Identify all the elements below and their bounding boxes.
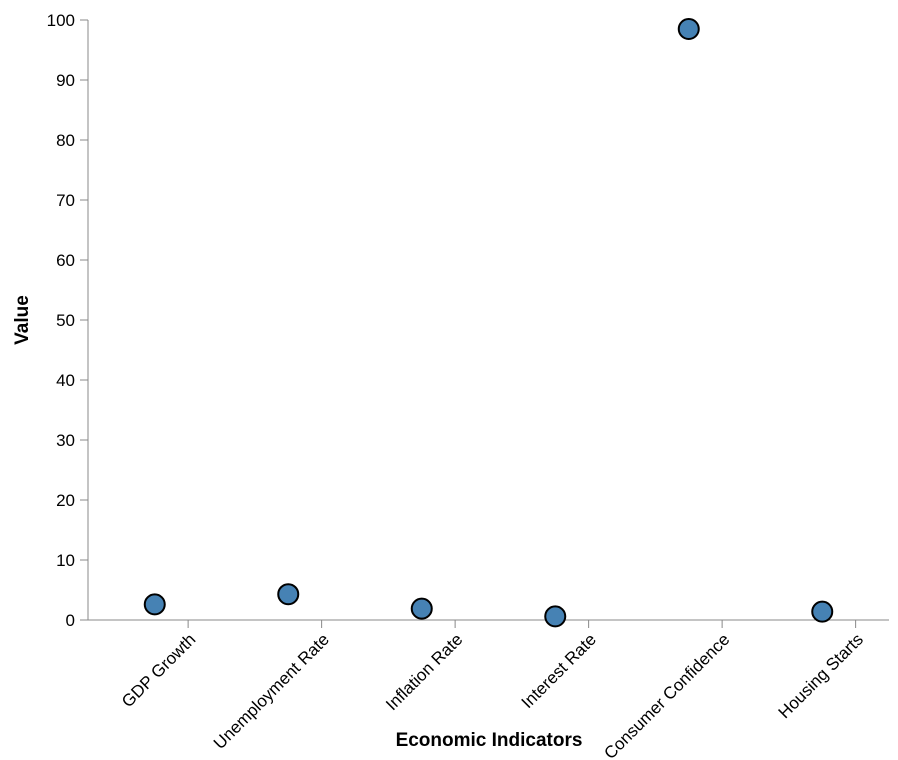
data-point <box>544 605 567 628</box>
y-tick-label: 70 <box>56 191 75 210</box>
x-tick-label: Interest Rate <box>518 630 600 712</box>
y-axis: 0 10 20 30 40 50 60 70 80 90 100 <box>47 11 89 630</box>
y-tick-label: 0 <box>66 611 75 630</box>
data-point <box>811 600 834 623</box>
x-tick-label: Inflation Rate <box>382 630 466 714</box>
y-tick-label: 80 <box>56 131 75 150</box>
y-tick-label: 90 <box>56 71 75 90</box>
y-tick-label: 60 <box>56 251 75 270</box>
x-tick-label: GDP Growth <box>118 630 199 711</box>
data-point <box>677 18 700 40</box>
y-tick-label: 40 <box>56 371 75 390</box>
data-point <box>277 583 300 606</box>
data-point <box>143 593 166 616</box>
x-tick-label: Consumer Confidence <box>600 630 733 760</box>
y-tick-label: 100 <box>47 11 75 30</box>
y-axis-title: Value <box>12 295 33 345</box>
data-point <box>410 597 433 620</box>
x-tick-label: Unemployment Rate <box>210 630 333 753</box>
y-tick-label: 10 <box>56 551 75 570</box>
y-tick-label: 30 <box>56 431 75 450</box>
y-tick-label: 20 <box>56 491 75 510</box>
x-axis-title: Economic Indicators <box>396 730 583 751</box>
x-tick-label: Housing Starts <box>775 630 867 722</box>
y-tick-label: 50 <box>56 311 75 330</box>
data-points <box>143 18 834 628</box>
